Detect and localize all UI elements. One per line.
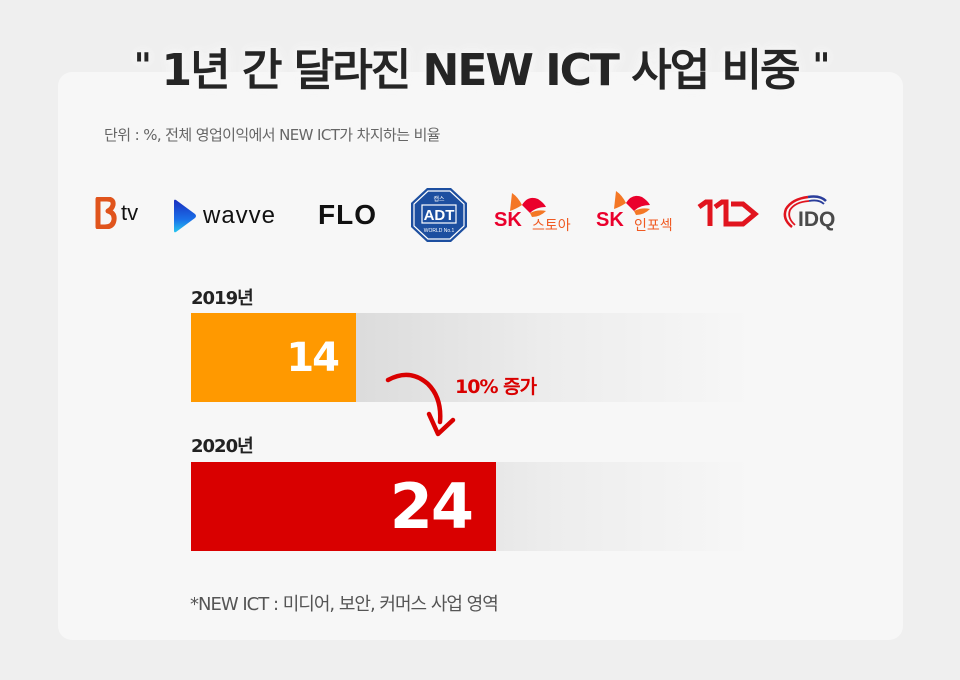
svg-text:WORLD No.1: WORLD No.1 (424, 228, 455, 234)
sk-butterfly-icon (614, 191, 650, 215)
footnote: *NEW ICT : 미디어, 보안, 커머스 사업 영역 (190, 594, 499, 615)
increase-annotation: 10% 증가 (455, 376, 537, 398)
sk-text: SK (596, 209, 624, 231)
subtitle: 단위 : %, 전체 영업이익에서 NEW ICT가 차지하는 비율 (104, 126, 441, 144)
bar-2019: 14 (191, 313, 356, 402)
quote-right: " (812, 46, 830, 86)
11st-icon (697, 199, 759, 227)
quote-left: " (133, 46, 152, 86)
adt-logo: 캡스 ADT WORLD No.1 (410, 187, 468, 243)
flo-logo: FLO (318, 199, 377, 231)
svg-text:캡스: 캡스 (433, 196, 445, 203)
svg-text:ADT: ADT (424, 207, 455, 224)
stoa-text: 스토아 (532, 218, 571, 234)
curved-arrow-icon (385, 372, 456, 437)
btv-logo: tv (95, 197, 138, 229)
logo-row: tv wavve FLO 캡스 ADT WORLD No.1 (0, 185, 960, 245)
btv-b-icon (95, 197, 117, 229)
bar-track-2019: 14 (191, 313, 751, 402)
sk-stoa-logo: SK 스토아 (494, 191, 589, 235)
sk-butterfly-icon (510, 193, 546, 217)
bar-track-2020: 24 (191, 462, 751, 551)
flo-text: FLO (318, 199, 377, 230)
bar-2020: 24 (191, 462, 496, 551)
wavve-text: wavve (203, 202, 277, 229)
bar-value-2019: 14 (286, 334, 340, 381)
adt-octagon-icon: 캡스 ADT WORLD No.1 (411, 188, 467, 242)
idq-icon: IDQ (783, 195, 835, 231)
svg-text:IDQ: IDQ (798, 208, 835, 231)
wavve-play-icon (174, 199, 196, 233)
year-label-2020: 2020년 (191, 436, 254, 457)
idq-logo: IDQ (780, 193, 860, 233)
wavve-logo: wavve (171, 199, 276, 233)
page-title: " 1년 간 달라진 NEW ICT 사업 비중 " (0, 34, 960, 98)
sk-text: SK (494, 209, 522, 231)
bar-value-2020: 24 (389, 470, 474, 543)
11st-logo (697, 199, 763, 229)
btv-text: tv (121, 200, 139, 225)
title-text: 1년 간 달라진 NEW ICT 사업 비중 (161, 45, 801, 96)
infosec-text: 인포섹 (634, 218, 673, 234)
year-label-2019: 2019년 (191, 288, 254, 309)
sk-infosec-logo: SK 인포섹 (596, 189, 691, 235)
